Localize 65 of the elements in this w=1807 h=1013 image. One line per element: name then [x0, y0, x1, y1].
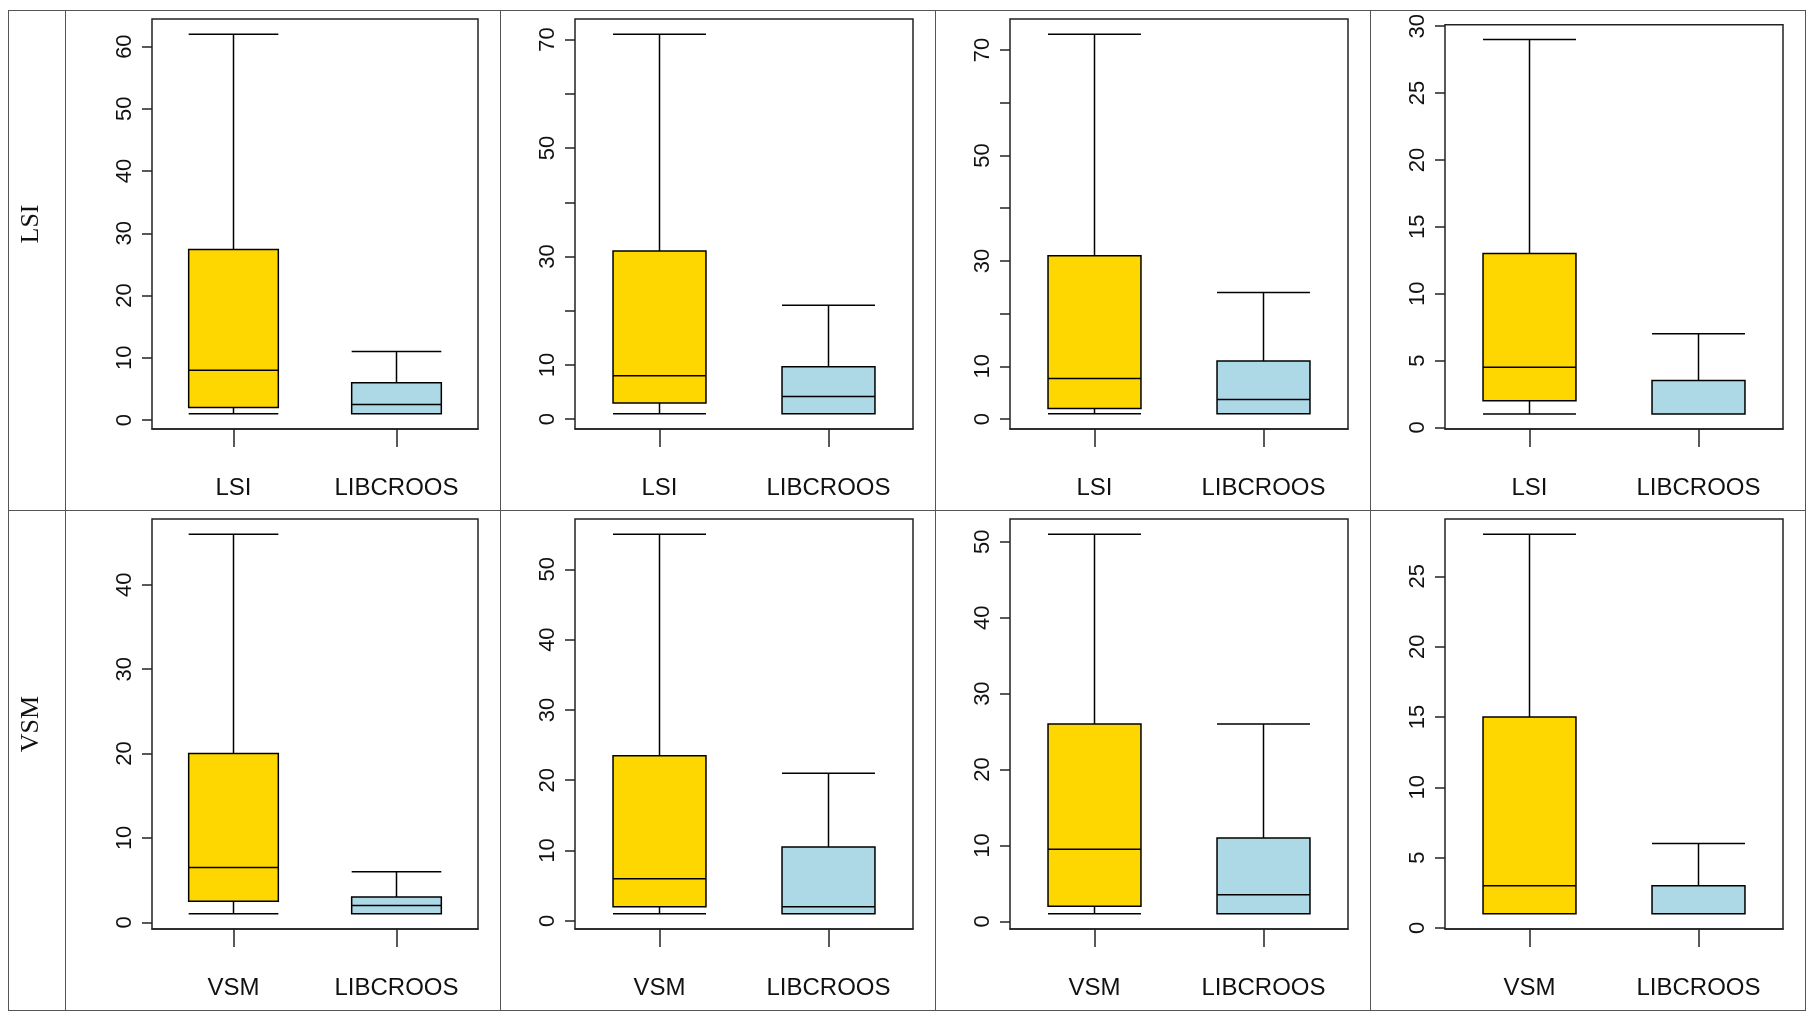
y-tick-label: 0 [533, 413, 559, 426]
y-tick-label: 30 [968, 248, 994, 274]
y-tick-label: 10 [533, 352, 559, 378]
y-tick-label: 20 [1403, 147, 1429, 173]
x-tick-label: LIBCROOS [766, 472, 891, 500]
y-tick-label: 25 [1403, 564, 1429, 589]
y-axis-title: VSM [14, 695, 44, 753]
y-tick-label: 15 [1403, 704, 1429, 730]
y-tick-label: 30 [533, 244, 559, 269]
y-tick-label: 20 [533, 768, 559, 793]
x-tick-label: LSI [1076, 472, 1113, 500]
x-tick-label: LIBCROOS [334, 472, 459, 500]
x-tick-label: VSM [1503, 972, 1556, 1000]
y-tick-label: 10 [1403, 281, 1429, 306]
y-tick-label: 30 [968, 681, 994, 706]
y-tick-label: 50 [110, 96, 136, 122]
x-tick-label: LIBCROOS [1636, 472, 1761, 500]
y-tick-label: 0 [968, 915, 994, 928]
y-tick-label: 5 [1403, 354, 1429, 367]
x-tick-label: LSI [641, 472, 678, 500]
y-tick-label: 10 [968, 354, 994, 379]
y-tick-label: 0 [533, 914, 559, 927]
y-tick-label: 5 [1403, 851, 1429, 864]
y-tick-label: 70 [533, 27, 559, 52]
x-tick-label: LIBCROOS [1201, 472, 1326, 500]
x-tick-label: LIBCROOS [766, 972, 891, 1000]
y-tick-label: 40 [110, 572, 136, 598]
y-tick-label: 0 [1403, 921, 1429, 934]
y-tick-label: 30 [110, 221, 136, 246]
y-tick-label: 10 [110, 345, 136, 371]
y-axis-title: LSI [14, 204, 44, 244]
y-tick-label: 10 [533, 838, 559, 863]
y-tick-label: 50 [533, 135, 559, 161]
y-tick-label: 0 [968, 412, 994, 426]
y-tick-label: 20 [110, 283, 136, 308]
x-tick-label: VSM [207, 972, 260, 1000]
x-tick-label: VSM [1068, 972, 1121, 1000]
x-tick-label: LSI [1511, 472, 1548, 500]
y-tick-label: 70 [968, 37, 994, 63]
y-tick-label: 10 [110, 825, 136, 851]
y-tick-label: 30 [533, 697, 559, 723]
y-tick-label: 15 [1403, 214, 1429, 240]
y-tick-label: 30 [1403, 13, 1429, 39]
y-tick-label: 10 [968, 833, 994, 858]
y-tick-label: 50 [533, 557, 559, 582]
y-tick-label: 20 [968, 757, 994, 782]
y-tick-label: 50 [968, 529, 994, 555]
x-tick-label: LIBCROOS [334, 972, 459, 1000]
x-tick-label: LIBCROOS [1636, 972, 1761, 1000]
y-tick-label: 30 [110, 656, 136, 682]
y-tick-label: 40 [110, 158, 136, 184]
y-tick-label: 50 [968, 143, 994, 168]
x-tick-label: LSI [215, 472, 252, 500]
y-tick-label: 0 [110, 916, 136, 929]
y-tick-label: 0 [110, 413, 136, 427]
y-tick-label: 20 [110, 741, 136, 766]
x-tick-label: LIBCROOS [1201, 972, 1326, 1000]
x-tick-label: VSM [633, 972, 686, 1000]
y-tick-label: 40 [533, 627, 559, 652]
y-tick-label: 40 [968, 605, 994, 630]
y-tick-label: 25 [1403, 80, 1429, 106]
y-tick-label: 60 [110, 34, 136, 59]
y-tick-label: 10 [1403, 775, 1429, 800]
y-tick-label: 0 [1403, 421, 1429, 434]
y-tick-label: 20 [1403, 634, 1429, 659]
